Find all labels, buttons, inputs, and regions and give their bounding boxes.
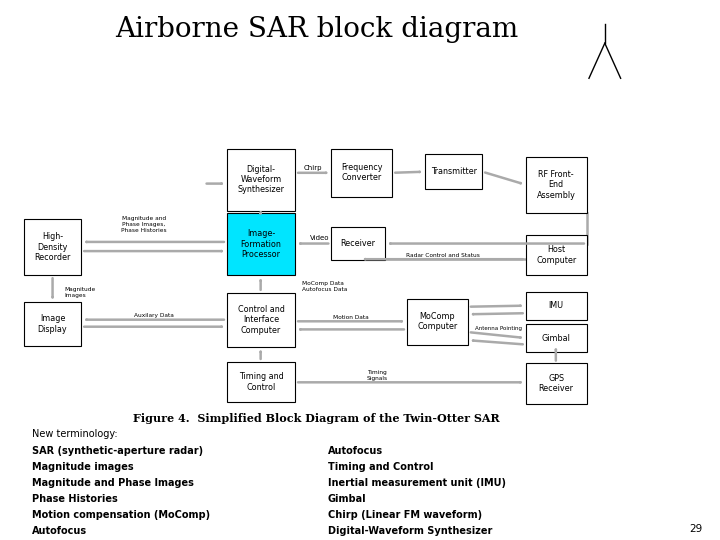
Text: IMU: IMU — [549, 301, 564, 310]
FancyBboxPatch shape — [407, 299, 468, 345]
Text: MoComp
Computer: MoComp Computer — [418, 312, 457, 331]
FancyBboxPatch shape — [227, 148, 295, 211]
Text: Digital-Waveform Synthesizer: Digital-Waveform Synthesizer — [328, 526, 492, 537]
Text: Timing and Control: Timing and Control — [328, 462, 433, 472]
FancyBboxPatch shape — [227, 213, 295, 275]
FancyBboxPatch shape — [526, 235, 587, 275]
Text: Motion Data: Motion Data — [333, 315, 369, 320]
FancyBboxPatch shape — [24, 302, 81, 346]
Text: Radar Control and Status: Radar Control and Status — [406, 253, 480, 258]
Text: Chirp: Chirp — [303, 165, 322, 171]
FancyBboxPatch shape — [526, 324, 587, 352]
Text: Frequency
Converter: Frequency Converter — [341, 163, 382, 183]
Text: Autofocus: Autofocus — [32, 526, 88, 537]
FancyBboxPatch shape — [526, 157, 587, 213]
FancyBboxPatch shape — [526, 363, 587, 404]
FancyBboxPatch shape — [331, 227, 385, 260]
Text: MoComp Data
Autofocus Data: MoComp Data Autofocus Data — [302, 281, 348, 292]
Text: Autofocus: Autofocus — [328, 446, 383, 456]
Text: Host
Computer: Host Computer — [536, 246, 576, 265]
Text: SAR (synthetic-aperture radar): SAR (synthetic-aperture radar) — [32, 446, 204, 456]
FancyBboxPatch shape — [227, 362, 295, 402]
Text: Magnitude and Phase Images: Magnitude and Phase Images — [32, 478, 194, 488]
Text: Timing and
Control: Timing and Control — [238, 373, 284, 392]
Text: Motion compensation (MoComp): Motion compensation (MoComp) — [32, 510, 210, 521]
Text: Video: Video — [310, 235, 329, 241]
FancyBboxPatch shape — [526, 292, 587, 320]
Text: Inertial measurement unit (IMU): Inertial measurement unit (IMU) — [328, 478, 505, 488]
FancyBboxPatch shape — [227, 293, 295, 347]
Text: Receiver: Receiver — [341, 239, 376, 248]
Text: GPS
Receiver: GPS Receiver — [539, 374, 574, 393]
FancyBboxPatch shape — [24, 219, 81, 275]
Text: Auxilary Data: Auxilary Data — [134, 313, 174, 318]
Text: Antenna Pointing: Antenna Pointing — [474, 326, 522, 331]
FancyBboxPatch shape — [331, 148, 392, 197]
Text: Timing
Signals: Timing Signals — [366, 370, 388, 381]
Text: Transmitter: Transmitter — [431, 167, 477, 176]
FancyBboxPatch shape — [425, 154, 482, 189]
Text: RF Front-
End
Assembly: RF Front- End Assembly — [537, 170, 575, 200]
Text: Gimbal: Gimbal — [328, 494, 366, 504]
Text: Phase Histories: Phase Histories — [32, 494, 118, 504]
Text: Control and
Interface
Computer: Control and Interface Computer — [238, 305, 284, 335]
Text: Magnitude
Images: Magnitude Images — [65, 287, 96, 298]
Text: Figure 4.  Simplified Block Diagram of the Twin-Otter SAR: Figure 4. Simplified Block Diagram of th… — [133, 413, 500, 424]
Text: 29: 29 — [689, 523, 702, 534]
Text: New terminology:: New terminology: — [32, 429, 118, 440]
Text: High-
Density
Recorder: High- Density Recorder — [35, 232, 71, 262]
Text: Image-
Formation
Processor: Image- Formation Processor — [240, 230, 282, 259]
Text: Image
Display: Image Display — [37, 314, 68, 334]
Text: Magnitude images: Magnitude images — [32, 462, 134, 472]
Text: Magnitude and
Phase Images,
Phase Histories: Magnitude and Phase Images, Phase Histor… — [121, 216, 167, 233]
Text: Airborne SAR block diagram: Airborne SAR block diagram — [115, 16, 518, 43]
Text: Chirp (Linear FM waveform): Chirp (Linear FM waveform) — [328, 510, 482, 521]
Text: Gimbal: Gimbal — [541, 334, 571, 342]
Text: Digital-
Waveform
Synthesizer: Digital- Waveform Synthesizer — [238, 165, 284, 194]
